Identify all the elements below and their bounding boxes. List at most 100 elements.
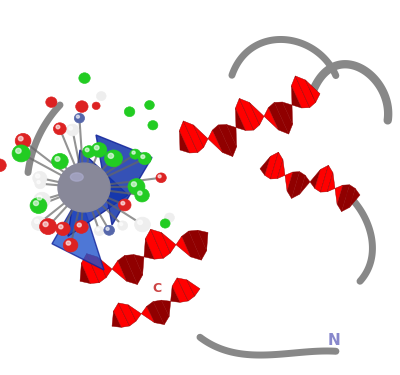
Polygon shape xyxy=(128,305,141,321)
Circle shape xyxy=(63,238,78,252)
Polygon shape xyxy=(189,230,207,260)
Circle shape xyxy=(46,97,57,108)
Polygon shape xyxy=(180,121,198,153)
Circle shape xyxy=(56,125,60,129)
Circle shape xyxy=(135,188,149,202)
Circle shape xyxy=(164,213,174,222)
Circle shape xyxy=(138,152,151,165)
Circle shape xyxy=(131,182,136,187)
Polygon shape xyxy=(342,185,355,211)
Polygon shape xyxy=(153,300,169,325)
Circle shape xyxy=(35,178,46,189)
Circle shape xyxy=(34,201,38,206)
Polygon shape xyxy=(315,165,328,192)
Circle shape xyxy=(138,220,142,225)
Polygon shape xyxy=(310,170,320,188)
Polygon shape xyxy=(151,229,170,258)
Polygon shape xyxy=(183,121,204,153)
Polygon shape xyxy=(161,232,176,253)
Circle shape xyxy=(15,134,31,148)
Polygon shape xyxy=(236,108,246,130)
Circle shape xyxy=(130,149,140,159)
Polygon shape xyxy=(96,135,152,225)
Polygon shape xyxy=(236,98,254,130)
Circle shape xyxy=(74,220,88,233)
Polygon shape xyxy=(218,124,236,157)
Polygon shape xyxy=(264,108,278,130)
Polygon shape xyxy=(282,102,292,125)
Circle shape xyxy=(120,223,123,225)
Circle shape xyxy=(32,216,46,231)
Polygon shape xyxy=(177,278,195,301)
Text: N: N xyxy=(328,333,341,348)
Circle shape xyxy=(134,217,150,232)
Polygon shape xyxy=(265,152,278,179)
Polygon shape xyxy=(250,102,264,125)
Circle shape xyxy=(0,159,6,172)
Polygon shape xyxy=(285,172,293,191)
Polygon shape xyxy=(118,303,136,326)
Circle shape xyxy=(118,221,128,230)
Circle shape xyxy=(132,151,135,154)
Polygon shape xyxy=(161,300,171,316)
Polygon shape xyxy=(114,303,130,327)
Circle shape xyxy=(34,192,50,208)
Polygon shape xyxy=(194,125,208,147)
Circle shape xyxy=(92,102,100,110)
Polygon shape xyxy=(81,254,99,284)
Circle shape xyxy=(124,107,135,117)
Circle shape xyxy=(148,120,158,130)
Circle shape xyxy=(37,181,40,184)
Polygon shape xyxy=(172,278,188,302)
Circle shape xyxy=(76,115,80,118)
Polygon shape xyxy=(112,311,121,327)
Circle shape xyxy=(37,195,42,200)
Polygon shape xyxy=(300,176,310,194)
Polygon shape xyxy=(180,130,190,153)
Circle shape xyxy=(160,219,170,228)
Polygon shape xyxy=(176,236,191,257)
Circle shape xyxy=(66,124,79,136)
Circle shape xyxy=(94,146,99,150)
Circle shape xyxy=(158,175,161,178)
Polygon shape xyxy=(287,172,300,198)
Circle shape xyxy=(138,191,142,195)
Circle shape xyxy=(156,173,166,183)
Circle shape xyxy=(96,228,99,231)
Polygon shape xyxy=(208,130,222,153)
Polygon shape xyxy=(292,86,302,108)
Circle shape xyxy=(36,174,40,178)
Polygon shape xyxy=(112,261,127,281)
Circle shape xyxy=(121,201,125,205)
Circle shape xyxy=(83,146,96,158)
Circle shape xyxy=(66,241,70,245)
Polygon shape xyxy=(144,238,154,259)
Polygon shape xyxy=(270,152,283,179)
Polygon shape xyxy=(171,286,180,302)
Circle shape xyxy=(52,153,68,169)
Polygon shape xyxy=(274,102,292,134)
Polygon shape xyxy=(268,102,289,134)
Polygon shape xyxy=(87,254,106,283)
Circle shape xyxy=(94,226,104,236)
Polygon shape xyxy=(292,172,305,198)
Polygon shape xyxy=(277,160,285,178)
Circle shape xyxy=(58,163,110,212)
Circle shape xyxy=(69,126,72,130)
Polygon shape xyxy=(52,195,104,270)
Circle shape xyxy=(85,148,89,152)
Circle shape xyxy=(118,199,131,211)
Polygon shape xyxy=(68,150,128,236)
Polygon shape xyxy=(212,125,233,157)
Circle shape xyxy=(18,136,23,141)
Circle shape xyxy=(108,153,114,158)
Polygon shape xyxy=(187,280,200,296)
Polygon shape xyxy=(295,76,316,108)
Polygon shape xyxy=(147,302,164,325)
Circle shape xyxy=(33,171,47,184)
Polygon shape xyxy=(141,306,154,323)
Ellipse shape xyxy=(70,173,83,181)
Polygon shape xyxy=(145,229,163,259)
Circle shape xyxy=(91,142,107,157)
Circle shape xyxy=(79,73,90,84)
